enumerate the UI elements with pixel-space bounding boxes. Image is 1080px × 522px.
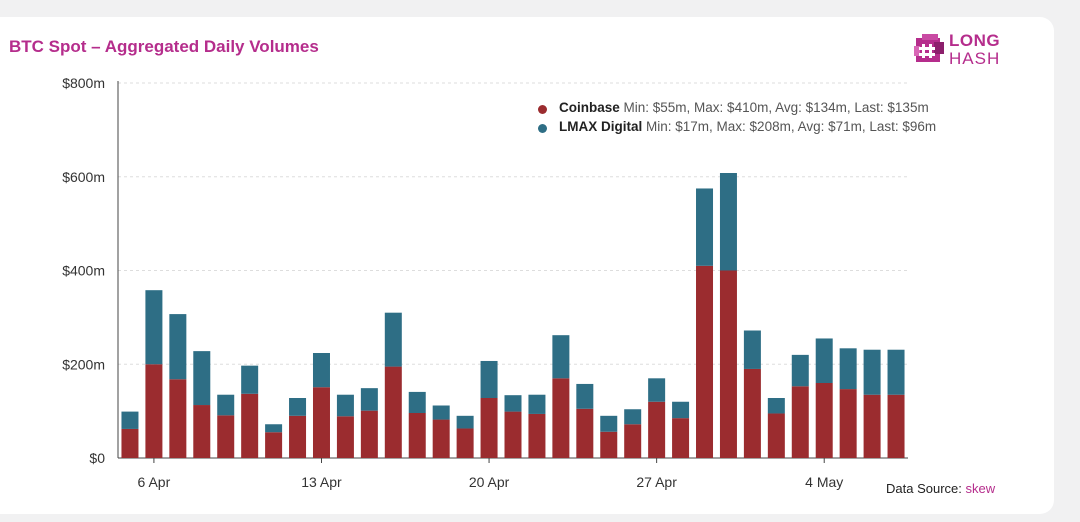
bar-lmax-digital bbox=[360, 388, 378, 411]
bar-coinbase bbox=[121, 428, 139, 458]
y-tick-label: $800m bbox=[62, 75, 105, 91]
bar-lmax-digital bbox=[767, 398, 785, 414]
data-source-label: Data Source: bbox=[886, 481, 962, 496]
y-tick-label: $200m bbox=[62, 356, 105, 372]
bar-coinbase bbox=[169, 379, 187, 458]
bar-lmax-digital bbox=[312, 353, 330, 388]
bar-lmax-digital bbox=[887, 349, 905, 395]
bar-coinbase bbox=[504, 411, 522, 458]
legend-series-stats: Min: $17m, Max: $208m, Avg: $71m, Last: … bbox=[646, 119, 937, 134]
bar-coinbase bbox=[696, 265, 714, 458]
bar-coinbase bbox=[743, 368, 761, 458]
bar-coinbase bbox=[289, 415, 307, 458]
logo-text-long: LONG bbox=[949, 31, 1001, 50]
bar-lmax-digital bbox=[336, 394, 354, 417]
bar-lmax-digital bbox=[121, 411, 139, 429]
bar-coinbase bbox=[145, 364, 163, 458]
longhash-logo: LONG HASH bbox=[912, 30, 1012, 70]
legend-swatch-coinbase bbox=[538, 105, 547, 114]
bar-lmax-digital bbox=[432, 405, 450, 420]
x-tick-label: 4 May bbox=[805, 474, 843, 490]
legend-series-stats: Min: $55m, Max: $410m, Avg: $134m, Last:… bbox=[623, 100, 929, 115]
x-tick-label: 20 Apr bbox=[469, 474, 510, 490]
y-tick-label: $600m bbox=[62, 169, 105, 185]
bar-coinbase bbox=[600, 431, 618, 458]
bar-lmax-digital bbox=[169, 314, 187, 380]
bar-lmax-digital bbox=[504, 395, 522, 412]
y-tick-label: $0 bbox=[89, 450, 105, 466]
bar-coinbase bbox=[480, 398, 498, 458]
bar-coinbase bbox=[408, 413, 426, 458]
bar-coinbase bbox=[336, 416, 354, 458]
bar-coinbase bbox=[241, 393, 259, 458]
bar-lmax-digital bbox=[193, 351, 211, 406]
bar-coinbase bbox=[767, 413, 785, 458]
pixel-hash-icon bbox=[914, 34, 944, 62]
bar-coinbase bbox=[863, 394, 881, 458]
logo-text-hash: HASH bbox=[949, 49, 1001, 68]
bar-coinbase bbox=[193, 405, 211, 458]
chart-legend: Coinbase Min: $55m, Max: $410m, Avg: $13… bbox=[538, 100, 936, 138]
legend-item-lmax: LMAX Digital Min: $17m, Max: $208m, Avg:… bbox=[538, 119, 936, 138]
bar-lmax-digital bbox=[145, 290, 163, 365]
bar-lmax-digital bbox=[552, 335, 570, 379]
bar-lmax-digital bbox=[600, 415, 618, 432]
bar-lmax-digital bbox=[696, 188, 714, 266]
chart-title: BTC Spot – Aggregated Daily Volumes bbox=[9, 37, 319, 56]
data-source: Data Source: skew bbox=[886, 481, 995, 496]
bar-lmax-digital bbox=[576, 383, 594, 409]
bar-coinbase bbox=[552, 378, 570, 458]
legend-swatch-lmax bbox=[538, 124, 547, 133]
x-tick-label: 13 Apr bbox=[301, 474, 342, 490]
bar-coinbase bbox=[648, 401, 666, 458]
bar-lmax-digital bbox=[289, 398, 307, 416]
bar-coinbase bbox=[217, 415, 235, 458]
bar-coinbase bbox=[791, 386, 809, 458]
bar-lmax-digital bbox=[456, 415, 474, 429]
bar-coinbase bbox=[360, 410, 378, 458]
y-tick-label: $400m bbox=[62, 263, 105, 279]
bar-coinbase bbox=[432, 419, 450, 458]
bar-lmax-digital bbox=[480, 360, 498, 398]
data-source-link[interactable]: skew bbox=[965, 481, 996, 496]
bar-lmax-digital bbox=[408, 391, 426, 413]
legend-series-name: Coinbase bbox=[559, 100, 620, 115]
legend-item-coinbase: Coinbase Min: $55m, Max: $410m, Avg: $13… bbox=[538, 100, 936, 119]
bar-lmax-digital bbox=[863, 349, 881, 395]
x-tick-label: 27 Apr bbox=[636, 474, 677, 490]
bar-coinbase bbox=[528, 413, 546, 458]
bar-lmax-digital bbox=[815, 338, 833, 383]
bar-coinbase bbox=[815, 383, 833, 458]
bar-lmax-digital bbox=[217, 394, 235, 416]
bar-lmax-digital bbox=[719, 173, 737, 271]
bar-coinbase bbox=[672, 418, 690, 458]
bar-coinbase bbox=[719, 270, 737, 458]
bar-lmax-digital bbox=[743, 330, 761, 369]
bar-lmax-digital bbox=[791, 354, 809, 387]
bar-coinbase bbox=[624, 424, 642, 458]
bar-lmax-digital bbox=[839, 348, 857, 390]
legend-series-name: LMAX Digital bbox=[559, 119, 643, 134]
bar-coinbase bbox=[839, 389, 857, 458]
x-tick-label: 6 Apr bbox=[138, 474, 171, 490]
bar-lmax-digital bbox=[241, 365, 259, 394]
bar-coinbase bbox=[456, 428, 474, 458]
bar-lmax-digital bbox=[265, 424, 283, 433]
bar-lmax-digital bbox=[384, 312, 402, 367]
bar-coinbase bbox=[576, 408, 594, 458]
bar-lmax-digital bbox=[648, 378, 666, 402]
bar-coinbase bbox=[384, 366, 402, 458]
bar-coinbase bbox=[887, 394, 905, 458]
bar-lmax-digital bbox=[624, 409, 642, 425]
bar-lmax-digital bbox=[528, 394, 546, 414]
bar-coinbase bbox=[265, 432, 283, 458]
bar-coinbase bbox=[312, 387, 330, 458]
bar-lmax-digital bbox=[672, 401, 690, 419]
